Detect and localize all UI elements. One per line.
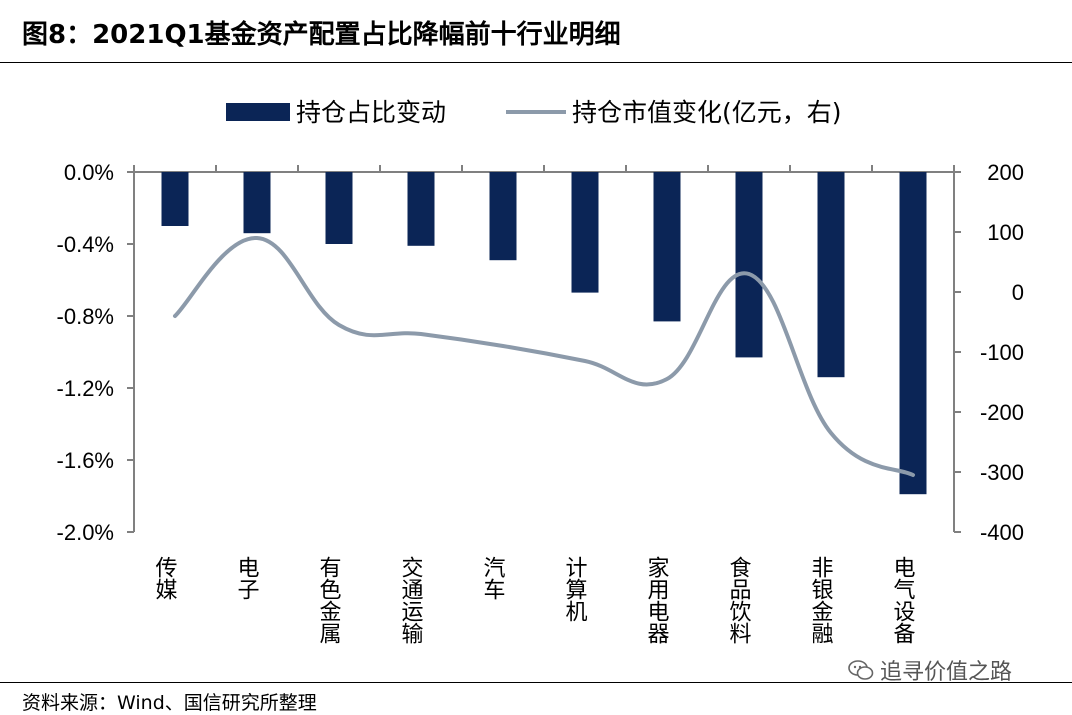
right-tick-label: -300 bbox=[980, 460, 1024, 485]
category-label-7: 食品饮料 bbox=[726, 556, 752, 644]
line-series-market-value bbox=[173, 235, 915, 477]
wechat-icon bbox=[848, 660, 874, 680]
category-label-3: 交通运输 bbox=[398, 556, 424, 644]
category-label-9: 电气设备 bbox=[890, 556, 916, 644]
footer-rule bbox=[0, 682, 1072, 683]
left-tick-label: -0.4% bbox=[57, 232, 114, 257]
left-tick-label: -0.8% bbox=[57, 304, 114, 329]
legend-label-line: 持仓市值变化(亿元，右) bbox=[572, 98, 842, 127]
category-label-2: 有色金属 bbox=[316, 556, 342, 644]
right-tick-label: 0 bbox=[1012, 280, 1024, 305]
bar-3 bbox=[407, 172, 435, 246]
right-tick-label: -100 bbox=[980, 340, 1024, 365]
category-label-6: 家用电器 bbox=[644, 556, 670, 644]
figure-title: 图8：2021Q1基金资产配置占比降幅前十行业明细 bbox=[22, 20, 621, 50]
bar-1 bbox=[243, 172, 271, 234]
category-label-5: 计算机 bbox=[562, 556, 588, 622]
left-tick-label: -1.6% bbox=[57, 448, 114, 473]
header-rule bbox=[0, 62, 1072, 63]
combo-chart: 持仓占比变动 持仓市值变化(亿元，右) 0.0% -0.4% -0.8% -1.2% -1.… bbox=[57, 98, 1024, 644]
bar-4 bbox=[489, 172, 517, 261]
bar-2 bbox=[325, 172, 353, 244]
bar-5 bbox=[571, 172, 599, 293]
legend-swatch-bar bbox=[226, 103, 290, 121]
right-tick-label: -400 bbox=[980, 520, 1024, 545]
bar-8 bbox=[817, 172, 845, 378]
watermark-text: 追寻价值之路 bbox=[880, 660, 1013, 685]
right-tick-label: 100 bbox=[987, 220, 1024, 245]
watermark: 追寻价值之路 bbox=[848, 654, 1012, 686]
bar-9 bbox=[899, 172, 927, 495]
category-label-1: 电子 bbox=[234, 556, 259, 600]
category-label-4: 汽车 bbox=[480, 556, 506, 600]
bar-0 bbox=[161, 172, 189, 226]
left-tick-label: -2.0% bbox=[57, 520, 114, 545]
right-tick-label: -200 bbox=[980, 400, 1024, 425]
bar-6 bbox=[653, 172, 681, 322]
right-tick-label: 200 bbox=[987, 160, 1024, 185]
source-note: 资料来源：Wind、国信研究所整理 bbox=[22, 692, 317, 714]
legend-label-bar: 持仓占比变动 bbox=[296, 98, 446, 127]
left-tick-label: -1.2% bbox=[57, 376, 114, 401]
figure-header: 图8：2021Q1基金资产配置占比降幅前十行业明细 bbox=[0, 0, 1072, 62]
bar-7 bbox=[735, 172, 763, 358]
left-tick-label: 0.0% bbox=[64, 160, 114, 185]
category-label-0: 传媒 bbox=[152, 556, 178, 600]
category-label-8: 非银金融 bbox=[808, 556, 834, 644]
